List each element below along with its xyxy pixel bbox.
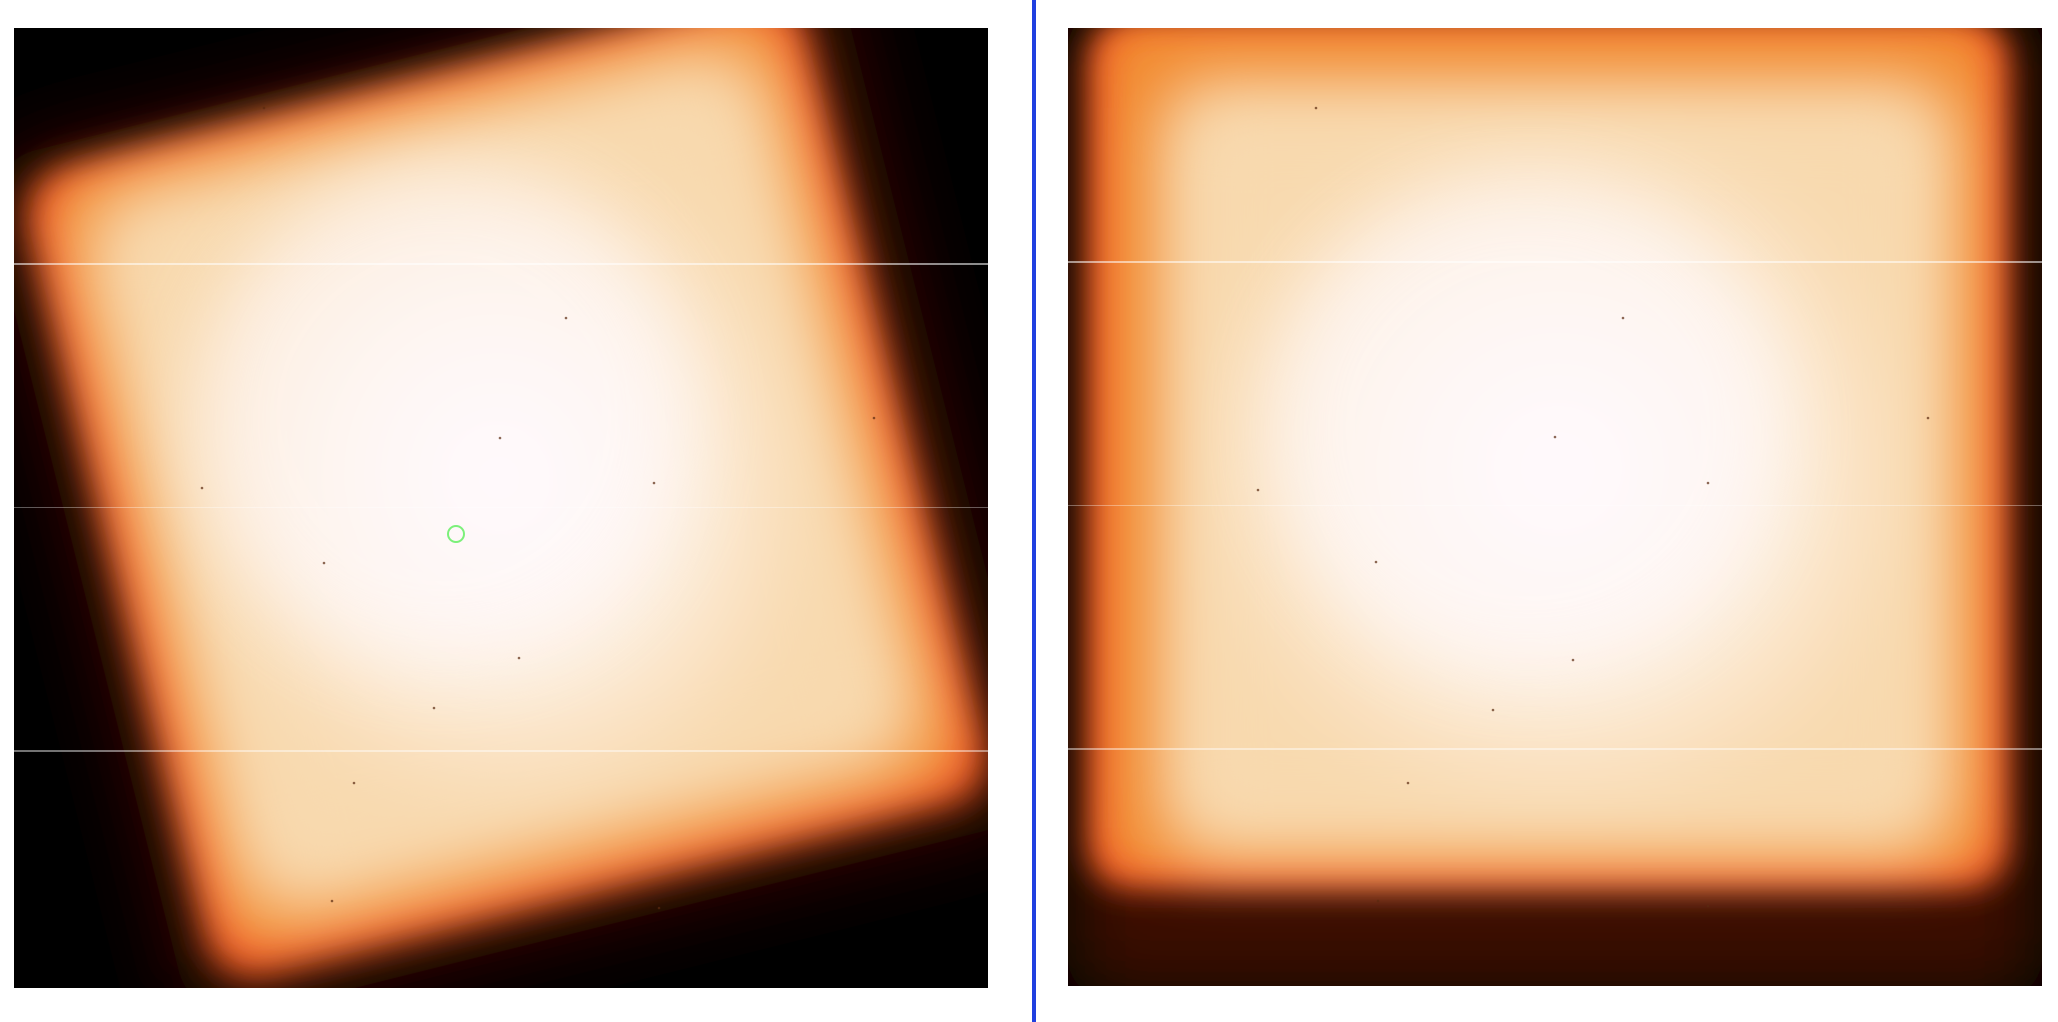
pixel-speck [872, 416, 876, 420]
pixel-speck [1314, 106, 1318, 110]
pixel-speck [1706, 481, 1710, 485]
pixel-speck [498, 436, 502, 440]
pixel-speck [1553, 435, 1557, 439]
pixel-speck [1571, 658, 1575, 662]
pixel-speck [200, 486, 204, 490]
pixel-speck [1406, 781, 1410, 785]
left-flat-field-image [14, 28, 988, 988]
pixel-speck [1256, 488, 1260, 492]
pixel-speck [1491, 708, 1495, 712]
pixel-speck [652, 481, 656, 485]
left-image-panel [14, 28, 988, 988]
pixel-speck [564, 316, 568, 320]
pixel-speck [262, 106, 266, 110]
pixel-speck [1374, 560, 1378, 564]
pixel-speck [432, 706, 436, 710]
marker-circle-icon[interactable] [447, 525, 465, 543]
pixel-speck [1376, 899, 1380, 903]
panel-divider [1032, 0, 1036, 1022]
pixel-speck [1926, 416, 1930, 420]
pixel-speck [352, 781, 356, 785]
pixel-speck [1706, 904, 1710, 908]
pixel-speck [517, 656, 521, 660]
pixel-speck [657, 906, 661, 910]
right-flat-field-image [1068, 28, 2042, 986]
right-image-panel [1068, 28, 2042, 986]
pixel-speck [330, 899, 334, 903]
pixel-speck [322, 561, 326, 565]
pixel-speck [1621, 316, 1625, 320]
